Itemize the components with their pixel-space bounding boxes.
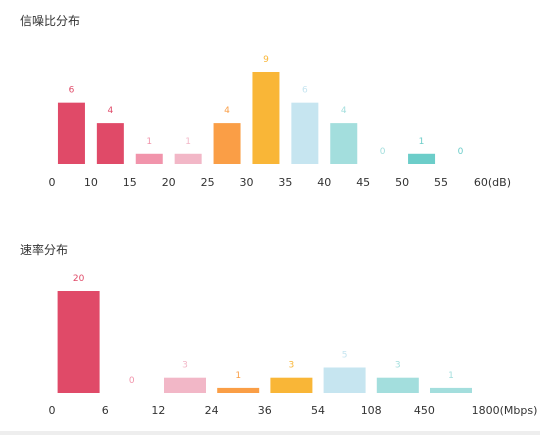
x-tick-label: 12 <box>151 404 165 417</box>
data-label: 0 <box>380 147 386 157</box>
bar <box>96 123 124 164</box>
bar <box>174 153 202 164</box>
x-tick-label: 30 <box>240 176 254 189</box>
data-label: 1 <box>185 137 191 147</box>
x-tick-label: 10 <box>84 176 98 189</box>
x-tick-label: 45 <box>356 176 370 189</box>
data-label: 9 <box>263 55 269 65</box>
data-label: 3 <box>395 361 401 371</box>
x-tick-label: 20 <box>162 176 176 189</box>
data-label: 4 <box>107 106 113 116</box>
x-tick-label: 24 <box>205 404 219 417</box>
bottom-divider <box>0 431 540 435</box>
x-tick-label: 36 <box>258 404 272 417</box>
data-label: 1 <box>419 137 425 147</box>
bar <box>213 123 241 164</box>
bar <box>430 387 472 393</box>
data-label: 1 <box>235 371 241 381</box>
x-tick-label: 40 <box>317 176 331 189</box>
data-label: 0 <box>458 147 464 157</box>
x-tick-label: 55 <box>434 176 448 189</box>
x-tick-label: 50 <box>395 176 409 189</box>
x-tick-label: 25 <box>201 176 215 189</box>
bar <box>330 123 358 164</box>
x-tick-label: 54 <box>311 404 325 417</box>
data-label: 6 <box>302 86 308 96</box>
x-tick-label: 60(dB) <box>474 176 511 189</box>
bar <box>408 153 436 164</box>
bar <box>323 367 366 393</box>
data-label: 0 <box>129 376 135 386</box>
data-label: 5 <box>342 351 348 361</box>
data-label: 1 <box>448 371 454 381</box>
x-tick-label: 450 <box>414 404 435 417</box>
rate-chart-title: 速率分布 <box>20 243 69 257</box>
data-label: 1 <box>146 137 152 147</box>
bar <box>291 102 319 164</box>
bar <box>217 387 260 393</box>
bar <box>252 72 280 164</box>
x-tick-label: 0 <box>49 176 56 189</box>
bar <box>135 153 163 164</box>
data-label: 6 <box>69 86 75 96</box>
data-label: 4 <box>341 106 347 116</box>
data-label: 3 <box>289 361 295 371</box>
snr-chart-title: 信噪比分布 <box>20 14 81 28</box>
x-tick-label: 15 <box>123 176 137 189</box>
data-label: 20 <box>73 274 85 284</box>
bar <box>57 291 100 393</box>
bar <box>57 102 85 164</box>
x-tick-label: 1800(Mbps) <box>472 404 538 417</box>
data-label: 4 <box>224 106 230 116</box>
bar <box>164 377 206 393</box>
bar <box>376 377 419 393</box>
x-tick-label: 0 <box>49 404 56 417</box>
x-tick-label: 108 <box>361 404 382 417</box>
data-label: 3 <box>182 361 188 371</box>
bar <box>270 377 313 393</box>
x-tick-label: 35 <box>278 176 292 189</box>
x-tick-label: 6 <box>102 404 109 417</box>
